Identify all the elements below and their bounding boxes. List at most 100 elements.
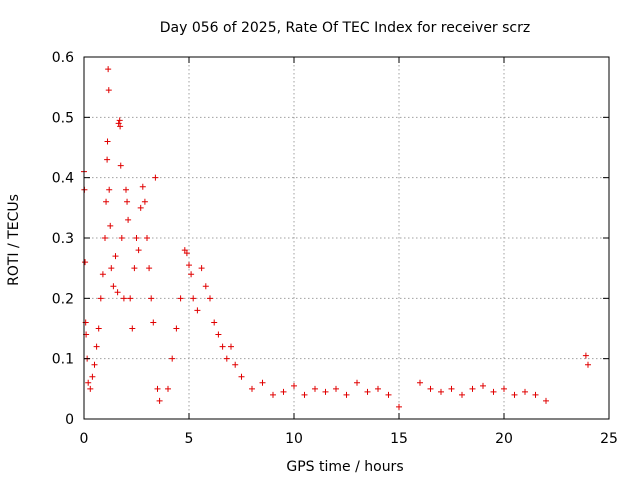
data-point [207,295,213,301]
y-axis-title: ROTI / TECUs [6,194,22,286]
data-point [491,389,497,395]
data-point [134,235,140,241]
data-point [281,389,287,395]
data-point [323,389,329,395]
data-point [113,253,119,259]
data-point [512,392,518,398]
data-point [190,295,196,301]
y-tick-label: 0.3 [52,231,74,247]
data-point [417,380,423,386]
data-point [157,398,163,404]
x-tick-label: 10 [285,431,303,447]
data-point [144,235,150,241]
y-tick-label: 0.5 [52,110,74,126]
data-point [533,392,539,398]
data-point [127,295,133,301]
data-point [85,380,91,386]
y-tick-label: 0.4 [52,171,74,187]
data-point [108,265,114,271]
data-point [103,199,109,205]
data-point [194,307,200,313]
data-point [117,117,123,123]
data-point [291,383,297,389]
data-point [87,386,93,392]
data-point [131,265,137,271]
data-point [365,389,371,395]
data-point [459,392,465,398]
data-point [115,289,121,295]
data-point [124,199,130,205]
data-point [94,344,100,350]
data-point [211,319,217,325]
axis-ticks [84,57,609,419]
data-point [215,332,221,338]
data-point [480,383,486,389]
data-point [396,404,402,410]
data-point [106,87,112,93]
data-point [260,380,266,386]
data-point [107,223,113,229]
data-point [270,392,276,398]
data-point [438,389,444,395]
data-point [119,235,125,241]
data-point [136,247,142,253]
data-point [173,326,179,332]
y-tick-label: 0.6 [52,50,74,66]
x-tick-label: 15 [390,431,408,447]
grid-lines [84,57,609,419]
x-tick-label: 25 [600,431,618,447]
data-point [224,356,230,362]
data-point [140,184,146,190]
data-point [118,163,124,169]
x-axis-title: GPS time / hours [286,459,403,475]
data-point [232,362,238,368]
data-point [228,344,234,350]
y-tick-label: 0 [65,412,74,428]
y-axis: 0 0.1 0.2 0.3 0.4 0.5 0.6 [52,50,74,428]
data-point [585,362,591,368]
data-point [186,262,192,268]
data-point [116,120,122,126]
data-point [543,398,549,404]
roti-scatter-chart: Day 056 of 2025, Rate Of TEC Index for r… [0,0,640,480]
data-point [470,386,476,392]
data-point [117,123,123,129]
data-point [92,362,98,368]
data-point [138,205,144,211]
data-point [333,386,339,392]
data-point [146,265,152,271]
y-tick-label: 0.2 [52,291,74,307]
data-point [522,389,528,395]
x-tick-label: 20 [495,431,513,447]
plot-frame [84,57,609,419]
data-point [302,392,308,398]
data-point [105,138,111,144]
data-point [583,353,589,359]
data-point [110,283,116,289]
data-point [105,66,111,72]
data-point [165,386,171,392]
data-point [150,319,156,325]
data-point [354,380,360,386]
data-point [102,235,108,241]
data-point [344,392,350,398]
data-point [106,187,112,193]
data-point [96,326,102,332]
data-point [142,199,148,205]
x-axis: 0 5 10 15 20 25 [80,431,618,447]
data-point [123,187,129,193]
x-tick-label: 0 [80,431,89,447]
data-point [129,326,135,332]
data-point [203,283,209,289]
data-point [169,356,175,362]
data-point [428,386,434,392]
data-point [104,157,110,163]
data-point [239,374,245,380]
data-point [148,295,154,301]
data-point [220,344,226,350]
data-point [249,386,255,392]
data-point [121,295,127,301]
x-tick-label: 5 [185,431,194,447]
data-point [98,295,104,301]
data-point [178,295,184,301]
